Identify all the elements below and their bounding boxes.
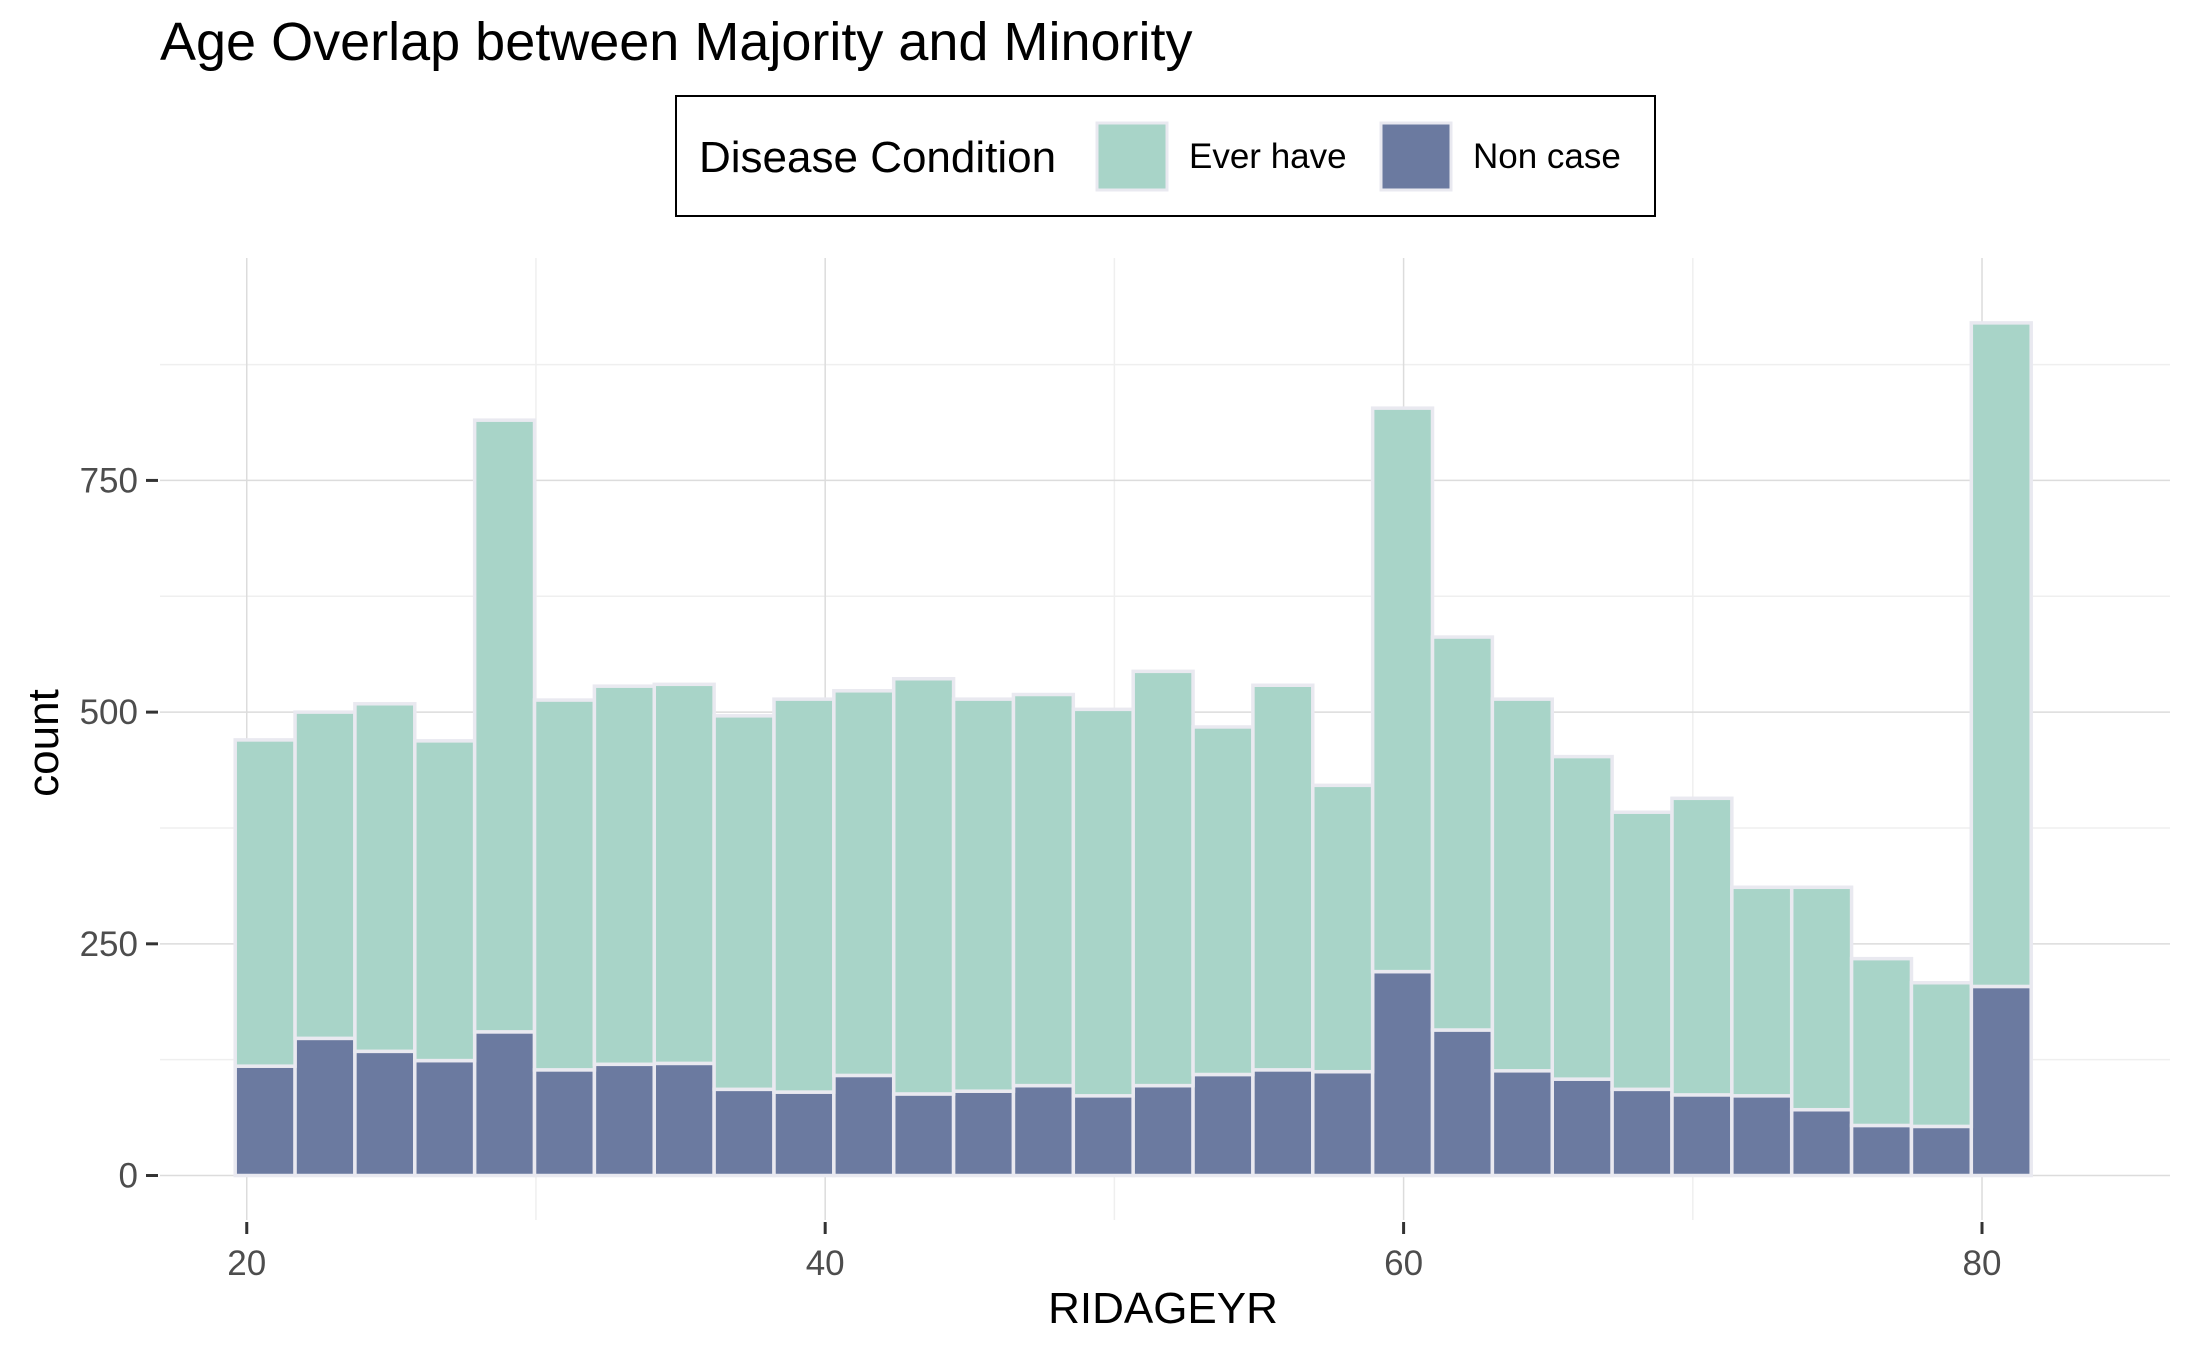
bar-ever-have: [832, 689, 896, 1078]
x-axis: 20 40 60 80: [227, 1222, 2001, 1283]
x-tick-label: 80: [1963, 1244, 2002, 1283]
bar-non-case: [233, 1064, 297, 1178]
bar-non-case: [1071, 1094, 1135, 1178]
x-tick-label: 40: [806, 1244, 845, 1283]
bar-ever-have: [1011, 692, 1076, 1088]
x-tick-label: 60: [1384, 1244, 1423, 1283]
bar-ever-have: [1191, 725, 1255, 1077]
bar-non-case: [532, 1068, 597, 1178]
bar-non-case: [1430, 1028, 1495, 1178]
bar-non-case: [1131, 1083, 1195, 1178]
legend-label-ever-have: Ever have: [1189, 137, 1347, 176]
bar-ever-have: [1251, 683, 1315, 1072]
bar-ever-have: [891, 677, 956, 1096]
bar-ever-have: [1610, 810, 1674, 1092]
bar-non-case: [1251, 1068, 1315, 1178]
legend-label-non-case: Non case: [1473, 137, 1621, 176]
bar-ever-have: [1430, 635, 1495, 1032]
bar-non-case: [1370, 969, 1435, 1178]
bar-ever-have: [1311, 783, 1375, 1074]
chart-title: Age Overlap between Majority and Minorit…: [160, 12, 1193, 72]
bar-non-case: [1730, 1094, 1794, 1178]
bar-non-case: [1670, 1093, 1734, 1178]
bar-non-case: [1789, 1107, 1854, 1178]
bar-ever-have: [1071, 707, 1135, 1098]
bar-ever-have: [1789, 885, 1854, 1112]
y-tick-label: 0: [119, 1157, 138, 1196]
bar-ever-have: [1490, 697, 1555, 1073]
legend: Disease Condition Ever have Non case: [675, 95, 1656, 217]
bar-non-case: [472, 1030, 537, 1178]
bar-ever-have: [1670, 796, 1734, 1097]
plot-panel: [160, 258, 2170, 1220]
bar-non-case: [592, 1062, 657, 1178]
legend-title: Disease Condition: [699, 133, 1056, 182]
y-tick-label: 500: [80, 693, 138, 732]
bar-non-case: [1550, 1077, 1614, 1178]
bar-ever-have: [592, 684, 657, 1067]
bar-non-case: [353, 1049, 417, 1178]
bar-non-case: [832, 1073, 896, 1178]
bar-non-case: [772, 1090, 836, 1178]
x-axis-label: RIDAGEYR: [1048, 1284, 1278, 1333]
legend-key-non-case: [1379, 121, 1453, 192]
y-axis: 0 250 500 750: [80, 461, 158, 1196]
bar-non-case: [712, 1087, 776, 1178]
bar-non-case: [652, 1061, 716, 1178]
x-tick-label: 20: [227, 1244, 266, 1283]
ever-have-bars: [233, 321, 2033, 1129]
bar-non-case: [891, 1092, 956, 1178]
bar-ever-have: [1909, 980, 1974, 1129]
bar-ever-have: [1969, 321, 2033, 989]
bar-ever-have: [712, 714, 776, 1092]
bar-non-case: [1849, 1123, 1914, 1178]
non-case-bars: [233, 969, 2033, 1178]
bar-non-case: [1191, 1072, 1255, 1178]
bar-ever-have: [532, 698, 597, 1072]
bar-ever-have: [1550, 754, 1614, 1081]
y-tick-label: 250: [80, 925, 138, 964]
bar-non-case: [1610, 1087, 1674, 1178]
bar-ever-have: [652, 682, 716, 1066]
bar-ever-have: [1849, 956, 1914, 1128]
bar-non-case: [413, 1058, 477, 1178]
bar-ever-have: [1730, 885, 1794, 1098]
bar-ever-have: [353, 702, 417, 1054]
y-tick-label: 750: [80, 461, 138, 500]
legend-key-ever-have: [1095, 121, 1169, 192]
y-axis-label: count: [19, 689, 68, 797]
bar-non-case: [1311, 1069, 1375, 1178]
bar-non-case: [1969, 984, 2033, 1178]
bar-ever-have: [951, 697, 1016, 1093]
bar-ever-have: [1370, 406, 1435, 974]
bar-ever-have: [233, 738, 297, 1068]
bar-non-case: [293, 1036, 357, 1178]
bar-non-case: [1490, 1069, 1555, 1178]
bar-ever-have: [1131, 669, 1195, 1088]
bar-non-case: [1909, 1124, 1974, 1178]
bar-non-case: [951, 1089, 1016, 1178]
bar-ever-have: [413, 739, 477, 1063]
bar-ever-have: [472, 418, 537, 1034]
bar-ever-have: [772, 697, 836, 1094]
bar-ever-have: [293, 710, 357, 1041]
bar-non-case: [1011, 1083, 1076, 1178]
